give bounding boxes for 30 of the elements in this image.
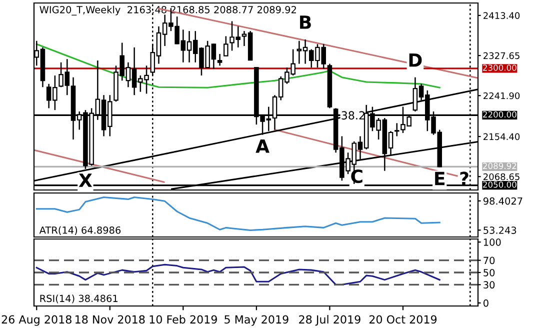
ref-line-label: 2050.00 [483, 181, 516, 188]
x-tick-label: 5 May 2019 [224, 315, 288, 326]
y-tick-label: 30 [484, 281, 495, 289]
y-tick-label: 2154.40 [484, 133, 520, 140]
y-tick-label: 70 [484, 256, 495, 264]
x-tick-label: 20 Oct 2019 [369, 315, 437, 324]
annotation: A [256, 140, 270, 153]
text: RSI(14) 38.4861 [40, 294, 118, 304]
y-tick-label: 50 [484, 268, 495, 276]
y-tick-label: 98.4027 [483, 197, 522, 205]
ref-line-label: 2200.00 [483, 111, 516, 118]
annotation: ? [460, 172, 468, 186]
text: ATR(14) 64.8986 [39, 226, 121, 235]
x-tick-label: 28 Jul 2019 [299, 315, 360, 326]
y-tick-label: 2241.90 [484, 92, 520, 100]
annotation: B [300, 16, 311, 29]
y-tick-label: 2413.40 [484, 12, 520, 19]
y-tick-label: 2327.65 [484, 52, 520, 60]
x-tick-label: 18 Nov 2018 [76, 315, 145, 324]
ref-line-label: 2300.00 [483, 64, 516, 71]
annotation: X [78, 174, 92, 187]
y-tick-label: 53.243 [484, 226, 516, 234]
y-tick-label: 100 [484, 238, 501, 246]
y-tick-label: 2068.65 [484, 173, 520, 180]
y-tick-label: 0 [484, 299, 488, 307]
x-tick-label: 10 Feb 2019 [150, 315, 217, 324]
annotation: E [435, 172, 444, 186]
ref-line-label: 2089.92 [483, 162, 516, 170]
annotation: D [409, 53, 422, 67]
x-tick-label: 26 Aug 2018 [2, 315, 72, 326]
